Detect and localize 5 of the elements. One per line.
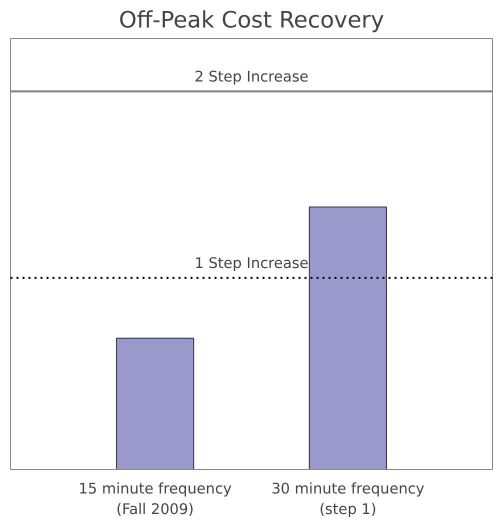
ref-line-label: 1 Step Increase <box>194 254 309 272</box>
x-tick-label: 15 minute frequency (Fall 2009) <box>78 480 232 518</box>
x-tick-label: 30 minute frequency (step 1) <box>271 480 425 518</box>
chart-title: Off-Peak Cost Recovery <box>118 8 384 34</box>
ref-line-label: 2 Step Increase <box>194 68 309 86</box>
